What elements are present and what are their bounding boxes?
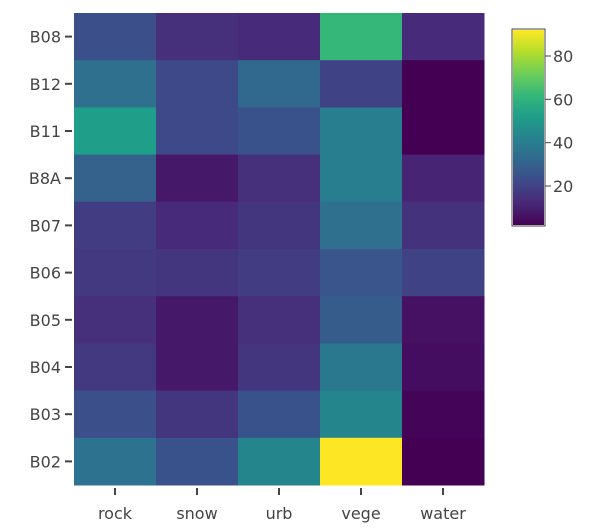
y-tick-label-B07: B07 (30, 216, 61, 235)
heatmap-cell-B03-vege: B03 / vege: 43 (320, 391, 403, 439)
heatmap-cell-B12-vege: B12 / vege: 20 (320, 60, 403, 108)
heatmap-cell-B05-vege: B05 / vege: 28 (320, 296, 403, 344)
y-tick-label-B8A: B8A (29, 169, 61, 188)
heatmap-cell-B02-rock: B02 / rock: 36 (74, 438, 157, 486)
heatmap-cell-B11-snow: B11 / snow: 22 (156, 107, 239, 155)
x-tick-label-water: water (420, 504, 466, 523)
heatmap-cell-B02-water: B02 / water: 2 (402, 438, 485, 486)
heatmap-cell-B07-urb: B07 / urb: 16 (238, 202, 321, 250)
colorbar-gradient (513, 30, 544, 225)
heatmap-cell-B04-rock: B04 / rock: 17 (74, 343, 157, 391)
heatmap-cell-B05-rock: B05 / rock: 14 (74, 296, 157, 344)
heatmap-cell-B02-snow: B02 / snow: 25 (156, 438, 239, 486)
heatmap-cell-B03-rock: B03 / rock: 24 (74, 391, 157, 439)
heatmap-cell-B02-vege: B02 / vege: 92 (320, 438, 403, 486)
x-axis: rock snow urb vege water (98, 488, 466, 523)
heatmap-cell-B8A-vege: B8A / vege: 40 (320, 155, 403, 203)
heatmap-cell-B12-snow: B12 / snow: 22 (156, 60, 239, 108)
y-tick-label-B04: B04 (30, 358, 61, 377)
heatmap-cell-B12-rock: B12 / rock: 35 (74, 60, 157, 108)
heatmap-cell-B04-snow: B04 / snow: 8 (156, 343, 239, 391)
heatmap-cell-B03-water: B03 / water: 3 (402, 391, 485, 439)
heatmap-cell-B07-snow: B07 / snow: 13 (156, 202, 239, 250)
x-tick-label-snow: snow (176, 504, 217, 523)
heatmap-cell-B06-urb: B06 / urb: 18 (238, 249, 321, 297)
colorbar-tick-label-80: 80 (553, 47, 573, 66)
heatmap-cell-B08-urb: B08 / urb: 13 (238, 13, 321, 61)
y-tick-label-B11: B11 (30, 122, 61, 141)
colorbar-tick-label-40: 40 (553, 134, 573, 153)
heatmap-cell-B12-water: B12 / water: 2 (402, 60, 485, 108)
heatmap-cell-B08-rock: B08 / rock: 24 (74, 13, 157, 61)
heatmap-cell-B04-water: B04 / water: 5 (402, 343, 485, 391)
heatmap-cell-B05-snow: B05 / snow: 8 (156, 296, 239, 344)
heatmap-cell-B06-vege: B06 / vege: 26 (320, 249, 403, 297)
colorbar-tick-label-20: 20 (553, 177, 573, 196)
x-tick-label-urb: urb (266, 504, 293, 523)
heatmap-cell-B08-snow: B08 / snow: 14 (156, 13, 239, 61)
heatmap-cell-B8A-urb: B8A / urb: 14 (238, 155, 321, 203)
x-tick-label-vege: vege (341, 504, 380, 523)
y-tick-label-B12: B12 (30, 75, 61, 94)
heatmap-cell-B11-rock: B11 / rock: 52 (74, 107, 157, 155)
plot-area: B08 / rock: 24B08 / snow: 14B08 / urb: 1… (74, 13, 485, 486)
heatmap-cell-B02-urb: B02 / urb: 43 (238, 438, 321, 486)
colorbar-tick-label-60: 60 (553, 90, 573, 109)
heatmap-cell-B06-snow: B06 / snow: 16 (156, 249, 239, 297)
y-tick-label-B05: B05 (30, 311, 61, 330)
heatmap-cell-B03-snow: B03 / snow: 16 (156, 391, 239, 439)
y-tick-label-B02: B02 (30, 452, 61, 471)
colorbar: 20 40 60 80 (512, 29, 573, 226)
heatmap-cell-B8A-rock: B8A / rock: 30 (74, 155, 157, 203)
heatmap-cell-B03-urb: B03 / urb: 25 (238, 391, 321, 439)
heatmap-cell-B07-water: B07 / water: 15 (402, 202, 485, 250)
y-tick-label-B03: B03 (30, 405, 61, 424)
y-tick-label-B06: B06 (30, 264, 61, 283)
heatmap-cell-B04-vege: B04 / vege: 38 (320, 343, 403, 391)
heatmap-cell-B07-rock: B07 / rock: 18 (74, 202, 157, 250)
x-tick-label-rock: rock (98, 504, 133, 523)
heatmap-cell-B08-vege: B08 / vege: 62 (320, 13, 403, 61)
y-axis: B08 B12 B11 B8A B07 B06 B05 B04 B03 B02 (29, 28, 72, 472)
heatmap-cell-B06-water: B06 / water: 20 (402, 249, 485, 297)
heatmap-cell-B12-urb: B12 / urb: 32 (238, 60, 321, 108)
heatmap-cell-B8A-water: B8A / water: 11 (402, 155, 485, 203)
heatmap-cell-B05-urb: B05 / urb: 14 (238, 296, 321, 344)
heatmap-cell-B8A-snow: B8A / snow: 8 (156, 155, 239, 203)
heatmap-cell-B11-urb: B11 / urb: 25 (238, 107, 321, 155)
heatmap-cell-B11-vege: B11 / vege: 40 (320, 107, 403, 155)
heatmap-cell-B11-water: B11 / water: 2 (402, 107, 485, 155)
y-tick-label-B08: B08 (30, 28, 61, 47)
heatmap-cell-B06-rock: B06 / rock: 17 (74, 249, 157, 297)
heatmap-cell-B08-water: B08 / water: 13 (402, 13, 485, 61)
heatmap-cell-B05-water: B05 / water: 6 (402, 296, 485, 344)
heatmap-cell-B04-urb: B04 / urb: 16 (238, 343, 321, 391)
heatmap-cell-B07-vege: B07 / vege: 35 (320, 202, 403, 250)
